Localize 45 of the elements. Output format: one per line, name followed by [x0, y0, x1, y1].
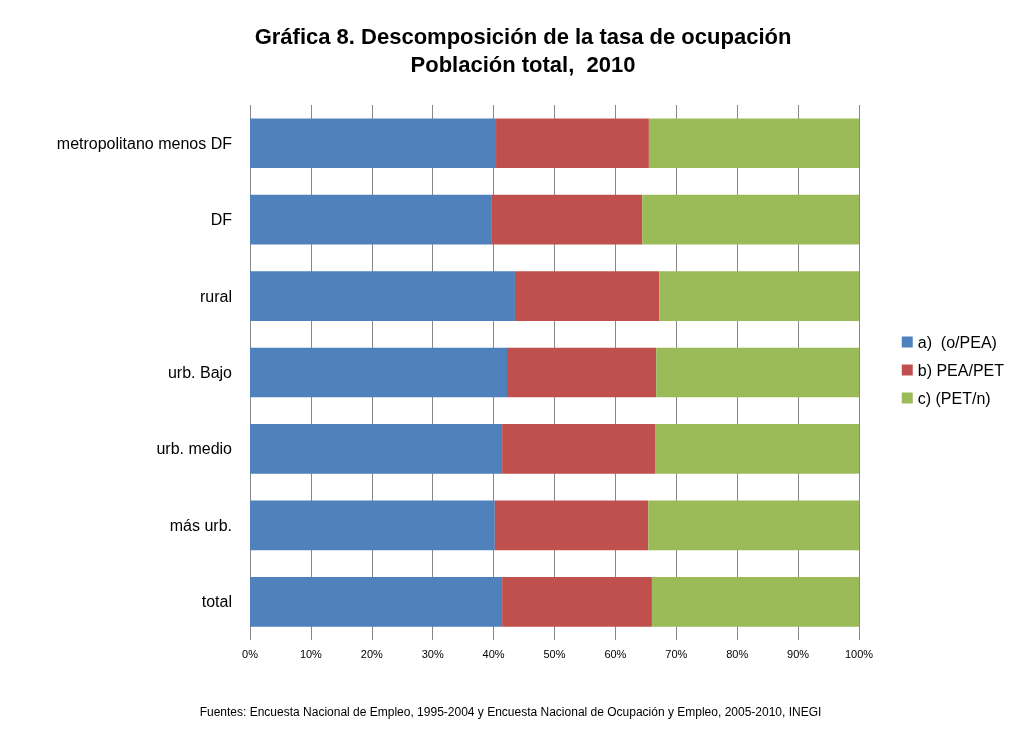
- chart-title: Gráfica 8. Descomposición de la tasa de ocupación: [254, 23, 792, 49]
- x-tick-label: 100%: [844, 647, 874, 660]
- x-tick-label: 80%: [726, 647, 749, 660]
- bar: [250, 424, 503, 474]
- bar: [250, 576, 503, 627]
- bar: [494, 500, 649, 551]
- bar: [250, 347, 507, 398]
- chart-subtitle: Población total, 2010: [410, 51, 636, 77]
- bar: [648, 118, 859, 169]
- bar: [502, 424, 655, 474]
- bar: [651, 576, 859, 627]
- bar: [250, 500, 495, 551]
- y-tick-label: urb. Bajo: [167, 364, 233, 381]
- y-tick-label: metropolitano menos DF: [56, 134, 233, 152]
- x-tick-label: 20%: [360, 647, 384, 660]
- x-tick-label: 60%: [604, 647, 627, 660]
- bar: [491, 194, 643, 245]
- x-tick-label: 10%: [299, 647, 323, 660]
- bar: [654, 424, 859, 474]
- bar: [507, 347, 657, 398]
- y-tick-label: DF: [210, 211, 233, 229]
- source-note: Fuentes: Encuesta Nacional de Empleo, 1995-2004 y Encuesta Nacional de Ocupación y Empleo, 2005-2010, INEGI: [199, 705, 822, 719]
- x-tick-label: 40%: [482, 647, 505, 660]
- y-tick-label: total: [201, 593, 232, 611]
- bar: [656, 347, 859, 398]
- legend-label: c) (PET/n): [917, 389, 991, 407]
- x-tick-label: 70%: [665, 647, 688, 660]
- legend-label: b) PEA/PET: [917, 361, 1005, 379]
- bar: [648, 500, 859, 551]
- x-tick-label: 0%: [242, 647, 259, 660]
- bar: [642, 194, 859, 245]
- y-tick-label: urb. medio: [156, 440, 233, 458]
- y-tick-label: rural: [199, 287, 232, 305]
- legend-label: a) (o/PEA): [917, 333, 997, 351]
- x-tick-label: 90%: [787, 647, 810, 660]
- bar: [496, 118, 649, 169]
- bar: [250, 271, 515, 321]
- x-tick-label: 30%: [421, 647, 444, 660]
- y-tick-label: más urb.: [169, 516, 232, 534]
- bar: [250, 118, 497, 169]
- x-tick-label: 50%: [543, 647, 566, 660]
- bar: [502, 576, 652, 627]
- bar: [514, 271, 660, 321]
- bar: [250, 194, 492, 245]
- bar: [659, 271, 859, 321]
